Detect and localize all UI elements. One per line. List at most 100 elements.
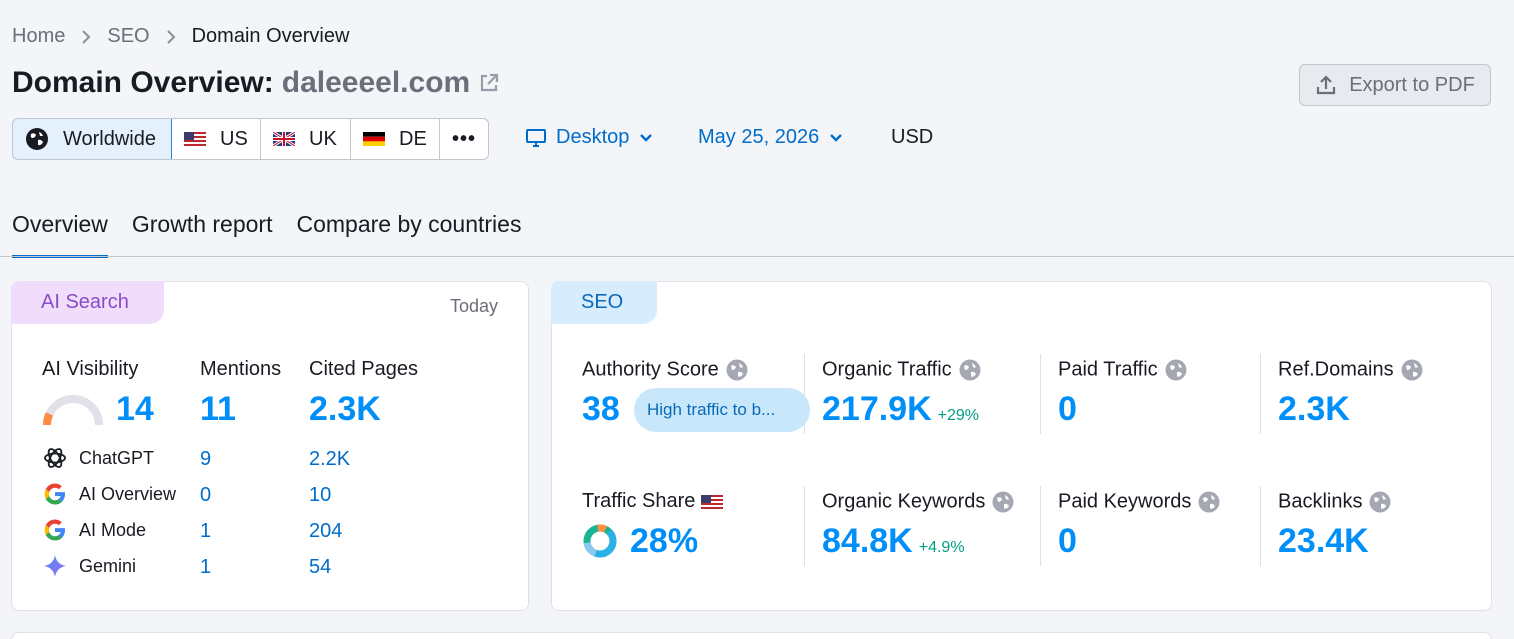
globe-gray-icon [725, 358, 749, 382]
page-title-row: Domain Overview: daleeeel.com [12, 66, 500, 100]
country-label: US [220, 127, 248, 150]
globe-gray-icon [1368, 490, 1392, 514]
ai-visibility-gauge [42, 394, 104, 433]
page-title: Domain Overview: [12, 66, 274, 99]
upload-icon [1317, 75, 1336, 95]
ref-domains-label: Ref.Domains [1278, 358, 1424, 382]
authority-insight-pill[interactable]: High traffic to b... [634, 388, 810, 432]
organic-traffic-label: Organic Traffic [822, 358, 982, 382]
organic-keywords-metric: 84.8K +4.9% [822, 522, 965, 561]
ref-domains-value[interactable]: 2.3K [1278, 390, 1350, 428]
platform-mentions[interactable]: 9 [200, 448, 212, 470]
organic-traffic-delta: +29% [937, 407, 980, 424]
country-label: Worldwide [63, 127, 156, 150]
tab-bar: Overview Growth report Compare by countr… [12, 211, 545, 258]
seo-tag: SEO [551, 281, 657, 324]
traffic-share-donut [582, 523, 618, 564]
ai-search-card: AI Search Today AI Visibility 14 Mention… [11, 281, 529, 611]
mentions-value[interactable]: 11 [200, 390, 236, 428]
currency-label: USD [891, 126, 934, 148]
ai-visibility-value[interactable]: 14 [116, 390, 154, 428]
globe-gray-icon [1197, 490, 1221, 514]
organic-keywords-delta: +4.9% [918, 539, 965, 556]
date-label: May 25, 2026 [698, 126, 820, 148]
paid-traffic-label: Paid Traffic [1058, 358, 1188, 382]
gemini-icon [42, 553, 68, 584]
globe-gray-icon [1164, 358, 1188, 382]
platform-name: ChatGPT [79, 448, 155, 468]
authority-score-label: Authority Score [582, 358, 749, 382]
uk-flag-icon [273, 132, 295, 146]
country-uk[interactable]: UK [261, 119, 351, 159]
organic-keywords-label: Organic Keywords [822, 490, 1015, 514]
tab-growth-report[interactable]: Growth report [131, 211, 273, 237]
platform-cited[interactable]: 10 [309, 484, 332, 506]
domain-name: daleeeel.com [281, 66, 471, 99]
chevron-down-icon [830, 133, 843, 142]
country-us[interactable]: US [172, 119, 261, 159]
country-de[interactable]: DE [351, 119, 440, 159]
tab-compare-countries[interactable]: Compare by countries [296, 211, 522, 237]
export-pdf-button[interactable]: Export to PDF [1299, 64, 1491, 106]
paid-keywords-value[interactable]: 0 [1058, 522, 1077, 560]
platform-mentions[interactable]: 1 [200, 520, 212, 542]
column-divider [1040, 486, 1041, 566]
column-divider [1260, 486, 1261, 566]
next-card-edge [11, 632, 1492, 639]
paid-traffic-value[interactable]: 0 [1058, 390, 1077, 428]
tabs-divider [0, 256, 1514, 257]
breadcrumb-seo[interactable]: SEO [107, 25, 150, 47]
external-link-icon[interactable] [478, 72, 500, 94]
mentions-label: Mentions [200, 358, 282, 380]
date-label: Today [449, 296, 498, 316]
platform-mentions[interactable]: 0 [200, 484, 212, 506]
ai-search-tag: AI Search [11, 281, 164, 324]
country-worldwide[interactable]: Worldwide [13, 119, 172, 159]
de-flag-icon [363, 132, 385, 146]
platform-cited[interactable]: 54 [309, 556, 332, 578]
chevron-right-icon [81, 29, 91, 45]
organic-traffic-value[interactable]: 217.9K [822, 390, 932, 428]
authority-score-value[interactable]: 38 [582, 390, 620, 428]
country-label: UK [309, 127, 337, 150]
globe-icon [25, 127, 49, 151]
device-dropdown[interactable]: Desktop [526, 126, 653, 149]
chevron-down-icon [640, 133, 653, 142]
breadcrumb-current: Domain Overview [191, 25, 350, 47]
traffic-share-label: Traffic Share [582, 490, 724, 513]
us-flag-icon [701, 494, 724, 509]
platform-cited[interactable]: 2.2K [309, 448, 351, 470]
export-pdf-label: Export to PDF [1349, 73, 1475, 96]
globe-gray-icon [991, 490, 1015, 514]
paid-keywords-label: Paid Keywords [1058, 490, 1221, 514]
column-divider [1040, 354, 1041, 434]
breadcrumb-home[interactable]: Home [12, 25, 66, 47]
cited-pages-label: Cited Pages [309, 358, 418, 380]
backlinks-label: Backlinks [1278, 490, 1392, 514]
globe-gray-icon [958, 358, 982, 382]
breadcrumb: Home SEO Domain Overview [12, 25, 349, 48]
cited-pages-value[interactable]: 2.3K [309, 390, 381, 428]
platform-name: AI Mode [79, 520, 147, 540]
tab-overview[interactable]: Overview [12, 211, 108, 258]
seo-card: SEO Authority Score 38 High traffic to b… [551, 281, 1492, 611]
google-icon [42, 481, 68, 512]
platform-name: Gemini [79, 556, 137, 576]
column-divider [1260, 354, 1261, 434]
platform-mentions[interactable]: 1 [200, 556, 212, 578]
desktop-icon [526, 128, 546, 147]
platform-cited[interactable]: 204 [309, 520, 343, 542]
ai-visibility-label: AI Visibility [42, 358, 139, 380]
globe-gray-icon [1400, 358, 1424, 382]
date-dropdown[interactable]: May 25, 2026 [698, 126, 843, 149]
chatgpt-icon [42, 445, 68, 476]
more-countries-button[interactable]: ••• [452, 127, 477, 150]
country-label: DE [399, 127, 427, 150]
platform-name: AI Overview [79, 484, 177, 504]
traffic-share-value[interactable]: 28% [630, 522, 699, 560]
country-selector: Worldwide US UK DE ••• [12, 118, 490, 160]
organic-keywords-value[interactable]: 84.8K [822, 522, 913, 560]
backlinks-value[interactable]: 23.4K [1278, 522, 1369, 560]
chevron-right-icon [166, 29, 176, 45]
column-divider [804, 486, 805, 566]
